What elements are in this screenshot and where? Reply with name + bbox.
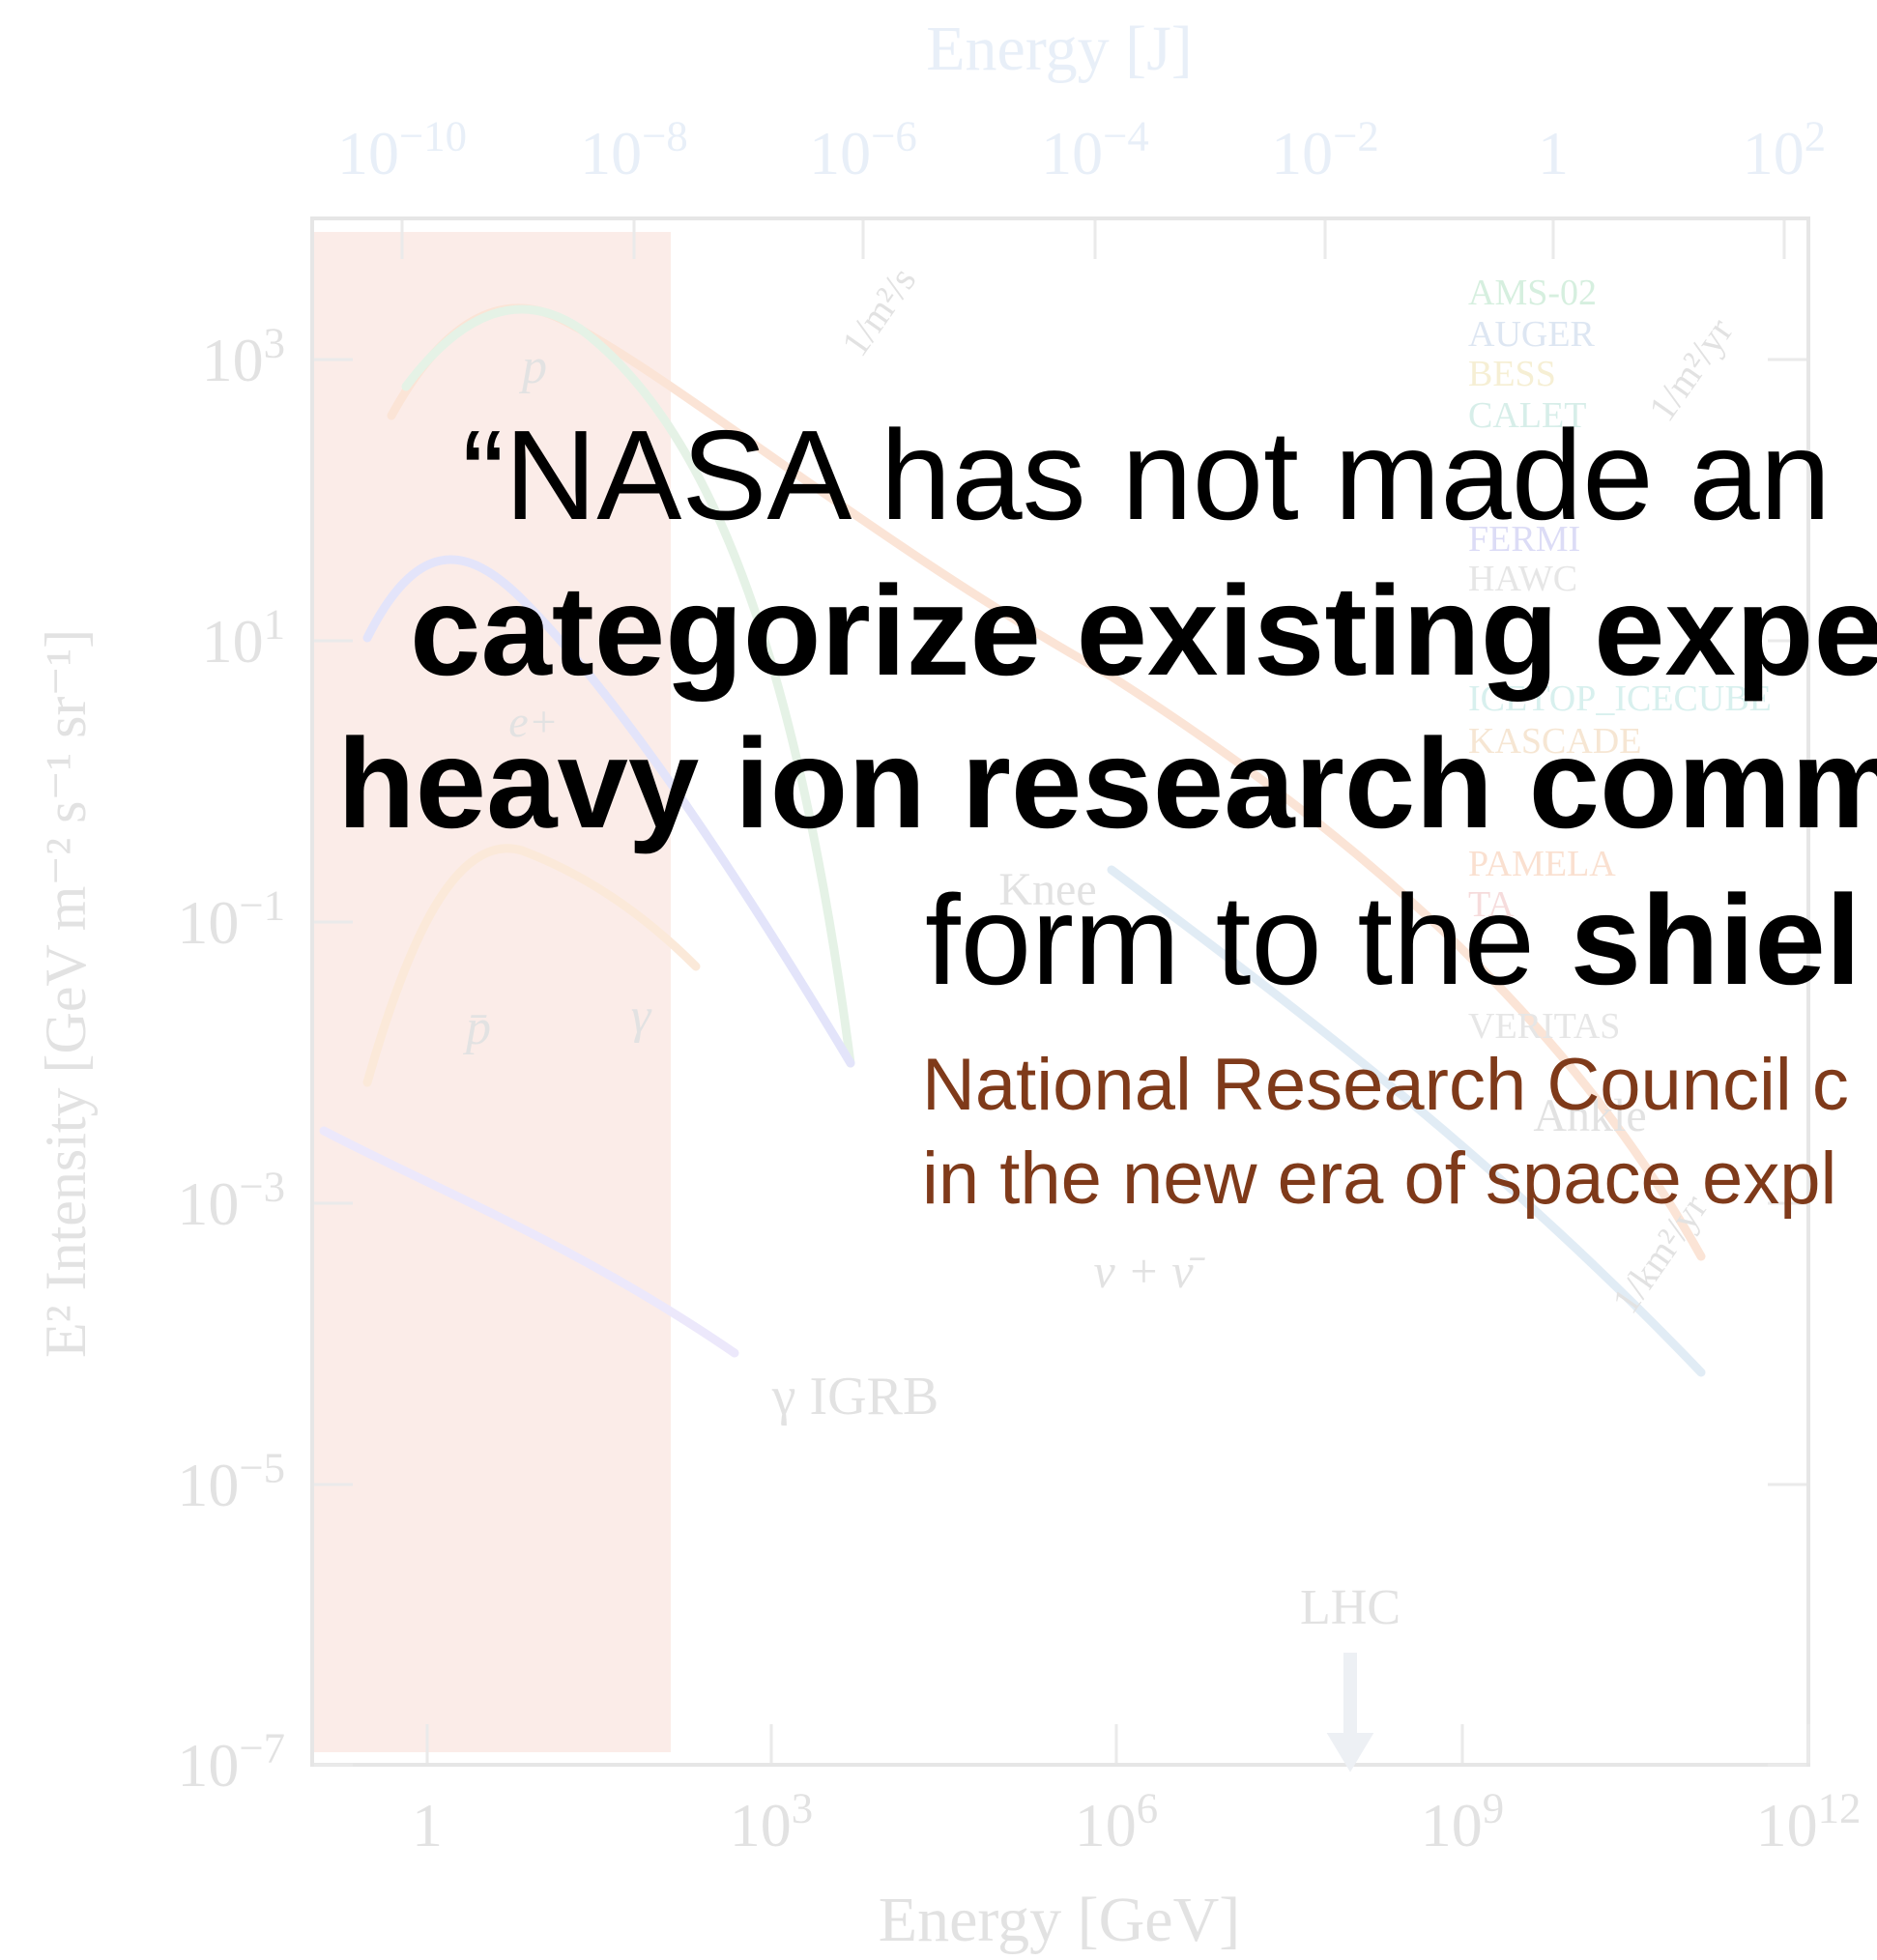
quote-line: categorize existing expe	[410, 560, 1877, 702]
top-tick-label: 10−10	[337, 112, 467, 187]
left-axis-title: E² Intensity [GeV m⁻² s⁻¹ sr⁻¹]	[34, 629, 98, 1358]
quote-line: heavy ion research comm	[337, 712, 1877, 854]
bottom-tick-label-base: 10	[1756, 1791, 1818, 1859]
faded-curves	[319, 303, 1706, 1377]
legend-entry: AMS-02	[1468, 273, 1597, 313]
legend-entry: CALET	[1468, 395, 1586, 436]
electron-curve	[362, 555, 855, 1068]
quote-citation: in the new era of space expl	[922, 1138, 1836, 1220]
top-tick-label-base: 10	[580, 119, 642, 187]
top-tick-label-exp: −10	[399, 112, 467, 160]
left-tick-label-exp: 1	[264, 600, 285, 649]
left-tick-label-exp: 3	[264, 319, 285, 367]
legend-entry: ICETOP_ICECUBE	[1468, 678, 1772, 719]
left-tick-label-base: 10	[202, 326, 264, 394]
plot-annotation: p	[518, 339, 547, 394]
legend-entry: PAMELA	[1468, 844, 1616, 884]
bottom-tick-label-base: 10	[730, 1791, 792, 1859]
left-tick-label-base: 10	[177, 1731, 239, 1800]
left-tick-label-base: 10	[177, 1169, 239, 1238]
top-tick-label-base: 1	[1538, 119, 1569, 187]
bottom-tick-label-exp: 12	[1818, 1784, 1862, 1832]
top-tick-label-exp: −6	[871, 112, 917, 160]
top-tick-label-exp: −4	[1103, 112, 1149, 160]
left-tick-label: 10−1	[177, 881, 285, 957]
left-tick-label-base: 10	[202, 607, 264, 676]
left-tick-label-exp: −7	[239, 1724, 285, 1773]
top-tick-label-base: 10	[809, 119, 871, 187]
plot-annotation: Knee	[998, 864, 1096, 915]
quote-segment: shiel	[1571, 869, 1862, 1011]
left-tick-label: 10−3	[177, 1163, 285, 1238]
bottom-tick-label-exp: 6	[1137, 1784, 1158, 1832]
top-tick-label: 10−8	[580, 112, 688, 187]
quote-segment: heavy ion research comm	[337, 712, 1877, 854]
bottom-tick-label: 103	[730, 1784, 813, 1859]
top-tick-label-base: 10	[1271, 119, 1333, 187]
positron-curve	[362, 844, 701, 1087]
plot-annotation: LHC	[1300, 1580, 1401, 1635]
left-tick-label-base: 10	[177, 888, 239, 957]
allparticle-curve	[1107, 865, 1706, 1377]
top-tick-label: 10−6	[809, 112, 917, 187]
top-tick-label: 1	[1538, 119, 1569, 187]
bottom-tick-label-base: 1	[412, 1791, 443, 1859]
legend-entry: KASCADE	[1468, 721, 1641, 762]
top-tick-label: 10−4	[1041, 112, 1149, 187]
top-tick-label: 10−2	[1271, 112, 1379, 187]
plot-annotation: γ	[631, 989, 652, 1044]
quote-citation: National Research Council c	[922, 1044, 1849, 1126]
shaded-region	[312, 232, 671, 1752]
legend-entry: AUGER	[1468, 314, 1596, 355]
top-tick-label-exp: 2	[1805, 112, 1826, 160]
plot-annotation: e+	[508, 697, 558, 746]
plot-frame	[310, 216, 1810, 1767]
left-tick-label-exp: −5	[239, 1444, 285, 1492]
bottom-tick-label: 109	[1421, 1784, 1504, 1859]
top-tick-label-exp: −2	[1333, 112, 1379, 160]
legend-entry: VERITAS	[1468, 1006, 1620, 1047]
plot-texts: Energy [J]10−10 10−8 10−6 10−4 10−2 1 10210310…	[34, 14, 1861, 1955]
lhc-arrow	[1326, 1653, 1374, 1773]
left-tick-label: 101	[202, 600, 285, 676]
quote-segment: “NASA has not made an	[462, 404, 1831, 546]
igrb-curve	[319, 1126, 739, 1358]
plot-annotation: γ IGRB	[771, 1367, 939, 1427]
top-tick-label-base: 10	[1743, 119, 1805, 187]
bottom-tick-label-exp: 3	[792, 1784, 813, 1832]
plot-annotation: p̄	[462, 1000, 491, 1055]
plot-annotation: Ankle	[1533, 1090, 1646, 1141]
left-tick-label: 103	[202, 319, 285, 394]
quote-line: form to the shiel	[925, 869, 1861, 1011]
left-tick-label: 10−5	[177, 1444, 285, 1519]
legend-entry: TA	[1468, 884, 1515, 925]
quote-segment: form to the	[925, 869, 1571, 1011]
left-tick-label-base: 10	[177, 1451, 239, 1519]
legend-entry: FERMI	[1468, 519, 1580, 560]
left-tick-label: 10−7	[177, 1724, 285, 1800]
bottom-tick-label: 1012	[1756, 1784, 1862, 1859]
quote-segment: categorize existing expe	[410, 560, 1877, 702]
helium-curve	[401, 304, 855, 1068]
plot-annotation: ν + ν̄	[1093, 1244, 1205, 1298]
top-tick-label-base: 10	[337, 119, 399, 187]
bottom-tick-label-exp: 9	[1483, 1784, 1504, 1832]
bottom-tick-label: 106	[1075, 1784, 1158, 1859]
bottom-tick-label-base: 10	[1421, 1791, 1483, 1859]
top-tick-label-exp: −8	[642, 112, 688, 160]
left-tick-label-exp: −1	[239, 881, 285, 930]
legend-entry: HAWC	[1468, 559, 1577, 599]
bottom-tick-label-base: 10	[1075, 1791, 1137, 1859]
top-tick-label-base: 10	[1041, 119, 1103, 187]
top-axis-title: Energy [J]	[926, 14, 1193, 84]
legend-entry: BESS	[1468, 354, 1556, 394]
quote-line: “NASA has not made an	[462, 404, 1831, 546]
bottom-tick-label: 1	[412, 1791, 443, 1859]
left-tick-label-exp: −3	[239, 1163, 285, 1211]
bottom-axis-title: Energy [GeV]	[879, 1885, 1240, 1955]
top-tick-label: 102	[1743, 112, 1826, 187]
